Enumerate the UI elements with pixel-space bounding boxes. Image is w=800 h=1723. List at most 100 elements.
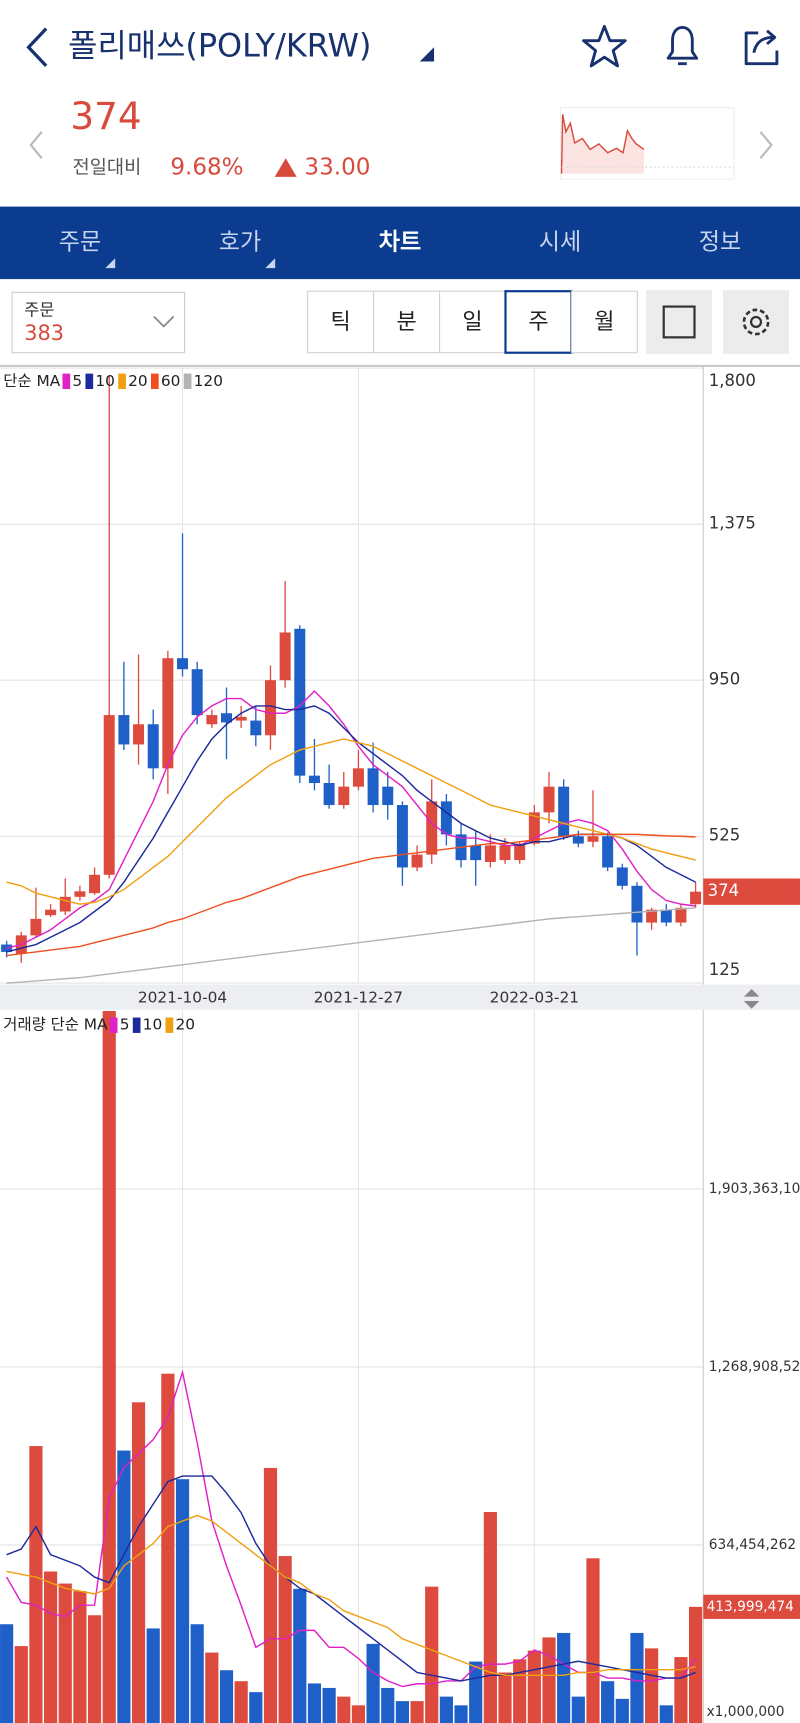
- legend-swatch: [118, 373, 126, 389]
- volume-bar: [205, 1652, 219, 1723]
- candle-body: [250, 720, 262, 736]
- tab[interactable]: 호가: [219, 229, 261, 255]
- tab[interactable]: 주문: [59, 229, 101, 255]
- period-button[interactable]: [570, 290, 638, 354]
- dropdown-chevron: [153, 315, 175, 328]
- volume-bar: [249, 1692, 263, 1723]
- tab[interactable]: 정보: [699, 229, 741, 255]
- candle-body: [396, 805, 408, 868]
- volume-bar: [219, 1670, 234, 1723]
- change-amount: 33.00: [304, 155, 370, 181]
- sparkline-frame: [559, 107, 735, 180]
- order-dropdown[interactable]: [11, 291, 186, 354]
- volume-bar: [29, 1446, 43, 1723]
- candle-body: [616, 867, 628, 886]
- draw-button[interactable]: [646, 290, 713, 354]
- period-button[interactable]: [307, 290, 375, 354]
- legend-label: 5: [120, 1016, 130, 1034]
- legend-swatch: [85, 373, 94, 389]
- candle-body: [89, 874, 101, 894]
- candle-body: [499, 845, 511, 861]
- candle-body: [30, 918, 42, 936]
- volume-bar: [307, 1683, 322, 1723]
- resize-handle[interactable]: [743, 988, 760, 1009]
- period-button[interactable]: [439, 290, 507, 354]
- order-value: 383: [24, 321, 64, 345]
- current-price: 374: [70, 94, 141, 138]
- period-label: 주: [528, 310, 548, 335]
- volume-bar: [586, 1558, 600, 1723]
- candle-body: [646, 909, 658, 923]
- volume-bar: [351, 1705, 366, 1723]
- alert-button[interactable]: [666, 26, 699, 66]
- volume-bar: [58, 1583, 72, 1723]
- volume-bar: [513, 1659, 527, 1723]
- candle-body: [177, 658, 189, 670]
- share-button[interactable]: [744, 29, 779, 66]
- candle-body: [294, 628, 306, 776]
- volume-bar: [674, 1657, 688, 1723]
- candle-body: [558, 786, 570, 837]
- volume-bar: [146, 1628, 160, 1723]
- candle-body: [690, 891, 702, 905]
- title-dropdown[interactable]: [419, 47, 435, 62]
- candle-body: [133, 724, 145, 745]
- up-icon: [274, 158, 297, 177]
- candle-body: [59, 896, 71, 912]
- volume-bar: [410, 1701, 424, 1723]
- candle-body: [147, 724, 159, 769]
- y-tick-label: 525: [709, 826, 740, 845]
- y-tick-label: 950: [709, 670, 740, 689]
- sparkline: [560, 114, 645, 174]
- y-tick-label: 1,903,363,108: [709, 1181, 800, 1197]
- change-rate: 9.68%: [170, 155, 243, 181]
- candle-body: [221, 713, 232, 723]
- candle-body: [338, 786, 350, 806]
- settings-button[interactable]: [723, 290, 789, 354]
- candle-body: [367, 768, 379, 806]
- volume-grid: [0, 1010, 704, 1723]
- volume-bar: [645, 1648, 659, 1723]
- ma-line: [6, 1475, 696, 1682]
- tab[interactable]: 시세: [539, 229, 581, 255]
- volume-bar: [630, 1632, 644, 1723]
- volume-bar: [483, 1512, 497, 1723]
- volume-bar: [73, 1591, 87, 1723]
- volume-bar: [0, 1624, 14, 1723]
- volume-bar: [337, 1696, 351, 1723]
- y-tick-label: 1,375: [709, 514, 756, 533]
- favorite-button[interactable]: [582, 24, 627, 68]
- candle-body: [323, 783, 335, 806]
- candle-body: [352, 768, 364, 787]
- candle-body: [235, 716, 247, 721]
- back-button[interactable]: [26, 27, 48, 68]
- period-button[interactable]: [373, 290, 441, 354]
- legend-swatch: [183, 373, 192, 389]
- volume-bar: [131, 1402, 146, 1723]
- period-label: 일: [462, 310, 482, 335]
- volume-bar: [542, 1637, 556, 1723]
- change-label: 전일대비: [73, 158, 142, 179]
- candle-body: [162, 658, 174, 769]
- x-tick-label: 2022-03-21: [490, 988, 579, 1006]
- settings-gear-hub: [749, 315, 763, 329]
- volume-bar: [366, 1643, 380, 1723]
- candle-body: [45, 909, 57, 916]
- volume-bar: [498, 1672, 512, 1723]
- ma-line: [6, 1514, 696, 1677]
- ma-line: [6, 907, 696, 984]
- legend-swatch: [109, 1017, 118, 1033]
- date-bar: [0, 984, 800, 1010]
- candle-body: [308, 775, 320, 784]
- tab-bar: [0, 206, 800, 280]
- asset-title: 폴리매쓰(POLY/KRW): [68, 26, 371, 64]
- volume-bar: [688, 1606, 703, 1723]
- tab[interactable]: 차트: [379, 229, 421, 255]
- prev-asset[interactable]: [29, 131, 43, 159]
- candle-body: [675, 907, 687, 923]
- volume-bar: [381, 1687, 395, 1723]
- candle-body: [660, 909, 672, 923]
- next-asset[interactable]: [759, 131, 773, 159]
- volume-bar: [425, 1586, 439, 1723]
